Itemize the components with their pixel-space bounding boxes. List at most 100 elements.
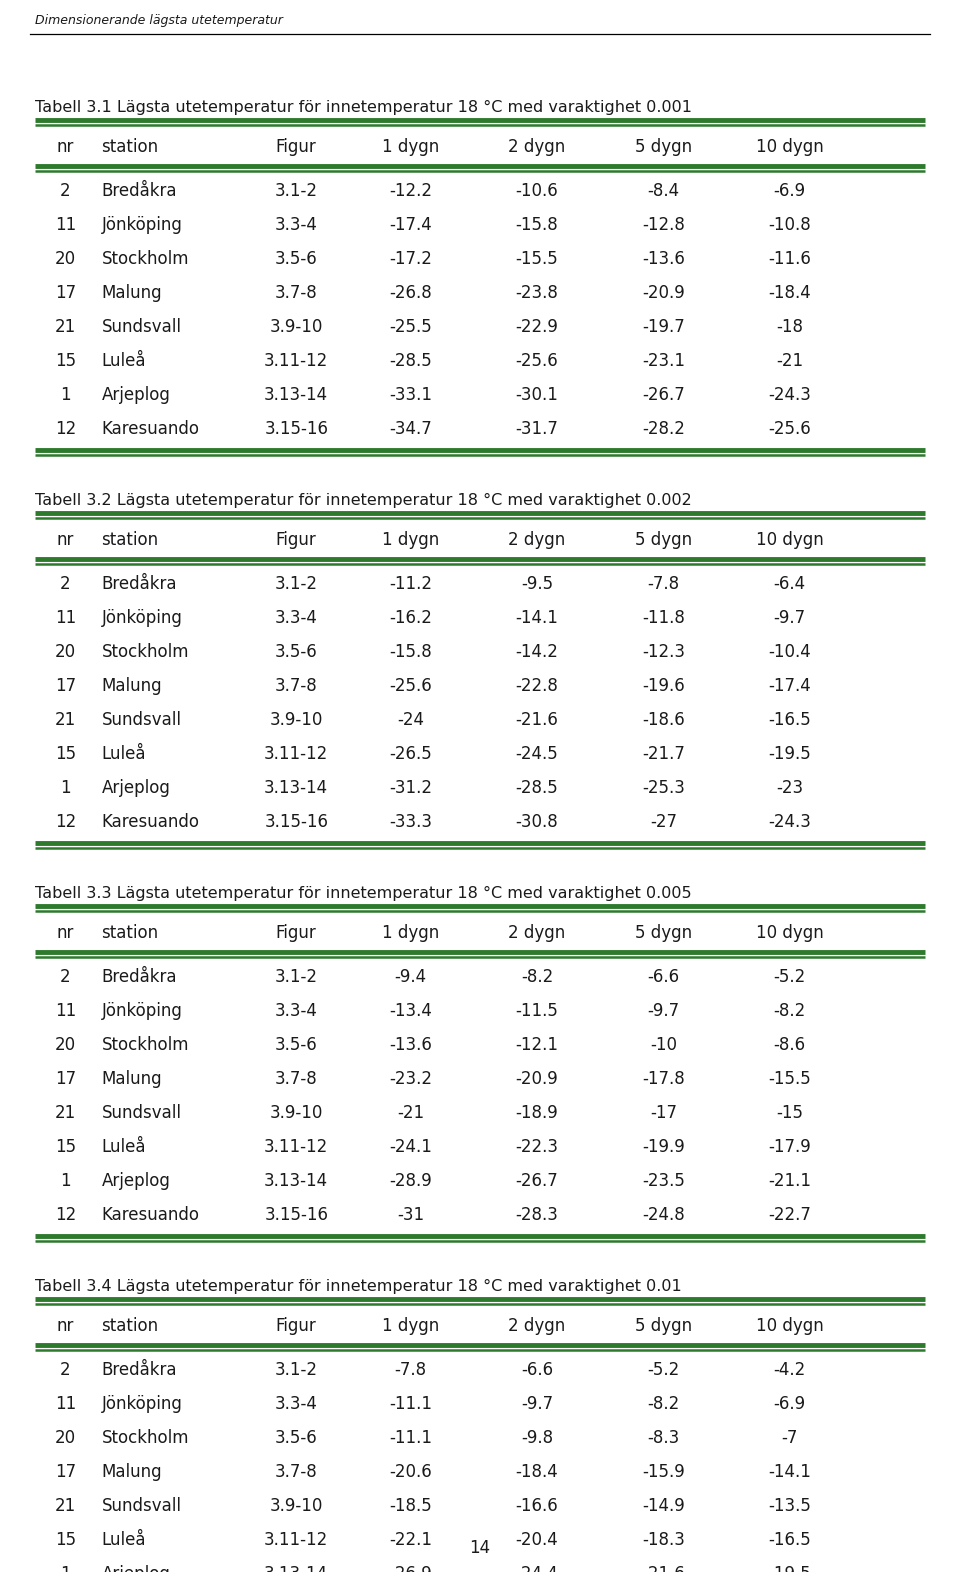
Text: -28.5: -28.5 xyxy=(389,352,432,369)
Text: Arjeplog: Arjeplog xyxy=(102,780,170,797)
Text: 3.5-6: 3.5-6 xyxy=(275,1036,318,1053)
Text: 3.15-16: 3.15-16 xyxy=(264,1206,328,1225)
Text: 3.1-2: 3.1-2 xyxy=(275,1361,318,1379)
Text: station: station xyxy=(102,924,158,942)
Text: nr: nr xyxy=(57,531,74,549)
Text: -5.2: -5.2 xyxy=(647,1361,680,1379)
Text: -13.5: -13.5 xyxy=(768,1497,811,1515)
Text: 11: 11 xyxy=(55,608,76,627)
Text: Stockholm: Stockholm xyxy=(102,250,189,267)
Text: 12: 12 xyxy=(55,813,76,832)
Text: -21: -21 xyxy=(397,1104,424,1122)
Text: -28.9: -28.9 xyxy=(389,1173,432,1190)
Text: Karesuando: Karesuando xyxy=(102,420,200,439)
Text: 3.11-12: 3.11-12 xyxy=(264,352,328,369)
Text: 1 dygn: 1 dygn xyxy=(382,1317,440,1335)
Text: -18.4: -18.4 xyxy=(516,1464,559,1481)
Text: -34.7: -34.7 xyxy=(389,420,432,439)
Text: Bredåkra: Bredåkra xyxy=(102,575,177,593)
Text: -8.2: -8.2 xyxy=(647,1394,680,1413)
Text: -26.8: -26.8 xyxy=(389,285,432,302)
Text: -4.2: -4.2 xyxy=(774,1361,805,1379)
Text: -21.7: -21.7 xyxy=(642,745,684,762)
Text: 12: 12 xyxy=(55,1206,76,1225)
Text: -31.2: -31.2 xyxy=(389,780,432,797)
Text: 20: 20 xyxy=(55,1429,76,1446)
Text: Luleå: Luleå xyxy=(102,1531,146,1548)
Text: -24.3: -24.3 xyxy=(768,813,811,832)
Text: Luleå: Luleå xyxy=(102,352,146,369)
Text: -14.9: -14.9 xyxy=(642,1497,684,1515)
Text: -18.3: -18.3 xyxy=(642,1531,684,1548)
Text: -25.6: -25.6 xyxy=(516,352,559,369)
Text: -14.1: -14.1 xyxy=(768,1464,811,1481)
Text: -24.3: -24.3 xyxy=(768,387,811,404)
Text: 3.1-2: 3.1-2 xyxy=(275,968,318,986)
Text: 1 dygn: 1 dygn xyxy=(382,138,440,156)
Text: 2 dygn: 2 dygn xyxy=(509,1317,565,1335)
Text: Stockholm: Stockholm xyxy=(102,1036,189,1053)
Text: 3.5-6: 3.5-6 xyxy=(275,1429,318,1446)
Text: -17.8: -17.8 xyxy=(642,1071,684,1088)
Text: station: station xyxy=(102,1317,158,1335)
Text: 20: 20 xyxy=(55,643,76,660)
Text: -23.1: -23.1 xyxy=(642,352,684,369)
Text: -23: -23 xyxy=(776,780,804,797)
Text: -15.9: -15.9 xyxy=(642,1464,684,1481)
Text: 3.15-16: 3.15-16 xyxy=(264,420,328,439)
Text: -20.6: -20.6 xyxy=(389,1464,432,1481)
Text: Sundsvall: Sundsvall xyxy=(102,318,181,336)
Text: -28.2: -28.2 xyxy=(642,420,684,439)
Text: -15: -15 xyxy=(777,1104,804,1122)
Text: -9.7: -9.7 xyxy=(774,608,805,627)
Text: -12.3: -12.3 xyxy=(642,643,684,660)
Text: Bredåkra: Bredåkra xyxy=(102,968,177,986)
Text: 15: 15 xyxy=(55,745,76,762)
Text: Luleå: Luleå xyxy=(102,745,146,762)
Text: -18.6: -18.6 xyxy=(642,711,684,729)
Text: -18: -18 xyxy=(777,318,804,336)
Text: 21: 21 xyxy=(55,1104,76,1122)
Text: -9.5: -9.5 xyxy=(521,575,553,593)
Text: 10 dygn: 10 dygn xyxy=(756,1317,824,1335)
Text: Jönköping: Jönköping xyxy=(102,1394,182,1413)
Text: Bredåkra: Bredåkra xyxy=(102,182,177,200)
Text: 21: 21 xyxy=(55,711,76,729)
Text: 3.9-10: 3.9-10 xyxy=(270,1497,323,1515)
Text: -18.4: -18.4 xyxy=(768,285,811,302)
Text: -19.6: -19.6 xyxy=(642,678,684,695)
Text: 10 dygn: 10 dygn xyxy=(756,531,824,549)
Text: 3.7-8: 3.7-8 xyxy=(275,678,318,695)
Text: -25.3: -25.3 xyxy=(642,780,684,797)
Text: 3.3-4: 3.3-4 xyxy=(275,215,318,234)
Text: -7.8: -7.8 xyxy=(647,575,680,593)
Text: 15: 15 xyxy=(55,1138,76,1155)
Text: 3.13-14: 3.13-14 xyxy=(264,387,328,404)
Text: -22.9: -22.9 xyxy=(516,318,559,336)
Text: -24.5: -24.5 xyxy=(516,745,559,762)
Text: 11: 11 xyxy=(55,1394,76,1413)
Text: -13.6: -13.6 xyxy=(642,250,684,267)
Text: Malung: Malung xyxy=(102,678,162,695)
Text: -15.8: -15.8 xyxy=(389,643,432,660)
Text: -12.8: -12.8 xyxy=(642,215,684,234)
Text: station: station xyxy=(102,138,158,156)
Text: Arjeplog: Arjeplog xyxy=(102,387,170,404)
Text: Stockholm: Stockholm xyxy=(102,643,189,660)
Text: 17: 17 xyxy=(55,1464,76,1481)
Text: -24.4: -24.4 xyxy=(516,1566,559,1572)
Text: 2 dygn: 2 dygn xyxy=(509,138,565,156)
Text: 1: 1 xyxy=(60,780,71,797)
Text: 3.5-6: 3.5-6 xyxy=(275,250,318,267)
Text: -9.7: -9.7 xyxy=(647,1001,680,1020)
Text: -11.1: -11.1 xyxy=(389,1394,432,1413)
Text: -10.8: -10.8 xyxy=(768,215,811,234)
Text: Dimensionerande lägsta utetemperatur: Dimensionerande lägsta utetemperatur xyxy=(35,14,283,27)
Text: -10.4: -10.4 xyxy=(768,643,811,660)
Text: -6.9: -6.9 xyxy=(774,182,805,200)
Text: 1 dygn: 1 dygn xyxy=(382,924,440,942)
Text: Arjeplog: Arjeplog xyxy=(102,1173,170,1190)
Text: -17.2: -17.2 xyxy=(389,250,432,267)
Text: 20: 20 xyxy=(55,250,76,267)
Text: 3.9-10: 3.9-10 xyxy=(270,711,323,729)
